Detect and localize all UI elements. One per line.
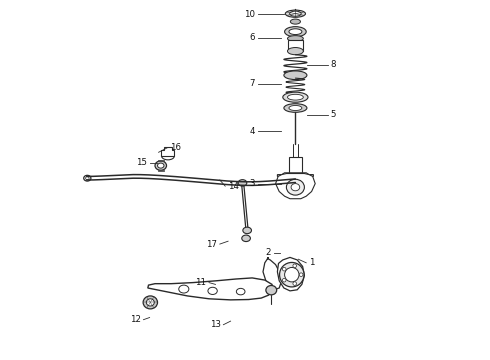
Ellipse shape: [288, 48, 303, 55]
Polygon shape: [275, 174, 315, 199]
Text: 11: 11: [195, 278, 206, 287]
Ellipse shape: [283, 92, 308, 102]
Ellipse shape: [243, 227, 251, 234]
Text: 2: 2: [266, 248, 271, 257]
Text: 10: 10: [244, 9, 255, 18]
Bar: [289, 157, 302, 174]
Bar: [158, 170, 164, 171]
Ellipse shape: [285, 27, 306, 37]
Ellipse shape: [284, 104, 307, 112]
Ellipse shape: [266, 285, 277, 295]
Ellipse shape: [293, 264, 296, 267]
Polygon shape: [263, 257, 281, 290]
Ellipse shape: [242, 235, 250, 242]
Text: 1: 1: [309, 258, 315, 267]
Ellipse shape: [289, 29, 302, 35]
Bar: [158, 160, 164, 161]
Polygon shape: [162, 147, 174, 156]
Ellipse shape: [291, 184, 300, 191]
Ellipse shape: [280, 262, 304, 287]
Ellipse shape: [299, 273, 303, 276]
Text: 7: 7: [249, 79, 255, 88]
Bar: [288, 40, 303, 51]
Ellipse shape: [86, 177, 89, 180]
Ellipse shape: [293, 282, 296, 285]
Ellipse shape: [286, 179, 304, 195]
Polygon shape: [277, 257, 304, 291]
Ellipse shape: [284, 71, 307, 80]
Text: 14: 14: [228, 181, 239, 191]
Ellipse shape: [289, 105, 302, 111]
Ellipse shape: [157, 163, 164, 168]
Ellipse shape: [285, 10, 305, 17]
Ellipse shape: [208, 287, 217, 294]
Ellipse shape: [291, 19, 300, 24]
Ellipse shape: [238, 180, 247, 186]
Text: 6: 6: [249, 33, 255, 42]
Ellipse shape: [282, 278, 286, 282]
Text: 3: 3: [249, 179, 255, 188]
Text: 15: 15: [136, 158, 147, 167]
Ellipse shape: [288, 36, 303, 41]
Polygon shape: [277, 173, 314, 176]
Ellipse shape: [155, 161, 167, 170]
Text: 12: 12: [129, 315, 141, 324]
Text: 17: 17: [206, 240, 217, 248]
Text: 5: 5: [331, 110, 336, 119]
Ellipse shape: [84, 175, 91, 181]
Polygon shape: [148, 278, 272, 300]
Ellipse shape: [143, 296, 157, 309]
Ellipse shape: [285, 267, 299, 282]
Ellipse shape: [179, 285, 189, 293]
Text: 16: 16: [171, 143, 181, 152]
Ellipse shape: [236, 288, 245, 295]
Text: 8: 8: [331, 60, 336, 69]
Ellipse shape: [290, 11, 301, 16]
Ellipse shape: [282, 267, 286, 271]
Text: 13: 13: [210, 320, 220, 329]
Text: 4: 4: [249, 127, 255, 136]
Ellipse shape: [288, 94, 303, 100]
Ellipse shape: [147, 299, 154, 306]
